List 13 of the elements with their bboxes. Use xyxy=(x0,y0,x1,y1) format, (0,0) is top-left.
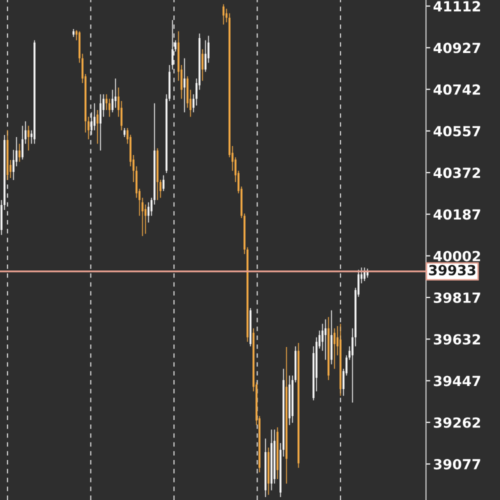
y-tick-label: 40927 xyxy=(434,42,480,54)
y-tick-label: 40187 xyxy=(434,209,480,220)
y-tick-label: 39817 xyxy=(434,292,480,303)
y-tick-label: 39262 xyxy=(434,417,480,428)
y-tick-label: 39632 xyxy=(434,334,480,345)
y-tick-label: 39077 xyxy=(434,458,480,470)
y-tick-label: 40557 xyxy=(434,126,480,136)
y-tick-label: 40002 xyxy=(434,250,480,262)
y-tick-label: 41112 xyxy=(434,1,480,12)
ref-line-label: 39933 xyxy=(429,264,476,276)
y-tick-label: 40372 xyxy=(434,168,480,178)
y-tick-label: 40742 xyxy=(434,84,480,95)
y-tick-label: 39447 xyxy=(434,376,480,386)
